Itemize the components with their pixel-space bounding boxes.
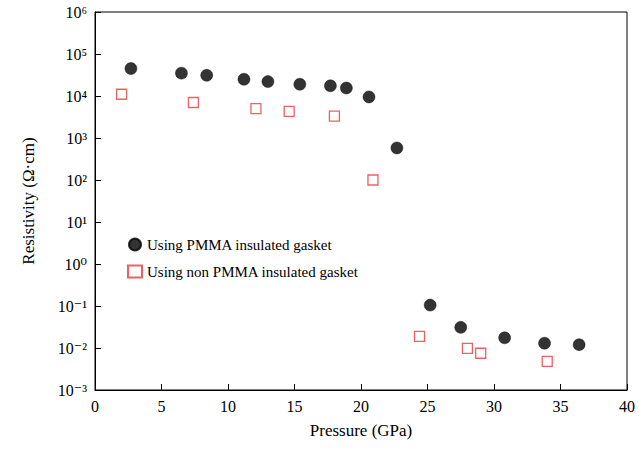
svg-text:10⁻²: 10⁻² bbox=[58, 340, 87, 357]
svg-text:Pressure (GPa): Pressure (GPa) bbox=[310, 421, 412, 440]
svg-text:15: 15 bbox=[287, 398, 303, 415]
svg-text:Using PMMA insulated gasket: Using PMMA insulated gasket bbox=[147, 237, 332, 253]
svg-text:10⁴: 10⁴ bbox=[65, 88, 87, 105]
svg-text:5: 5 bbox=[158, 398, 166, 415]
svg-text:Using non PMMA insulated gaske: Using non PMMA insulated gasket bbox=[147, 264, 359, 280]
svg-text:10¹: 10¹ bbox=[66, 214, 87, 231]
svg-text:35: 35 bbox=[553, 398, 569, 415]
svg-text:10⁻¹: 10⁻¹ bbox=[58, 298, 87, 315]
svg-text:10²: 10² bbox=[66, 172, 87, 189]
svg-text:10⁵: 10⁵ bbox=[65, 46, 87, 63]
svg-text:10: 10 bbox=[220, 398, 236, 415]
svg-text:40: 40 bbox=[619, 398, 635, 415]
svg-text:30: 30 bbox=[486, 398, 502, 415]
svg-text:Resistivity (Ω·cm): Resistivity (Ω·cm) bbox=[19, 137, 38, 264]
svg-text:20: 20 bbox=[353, 398, 369, 415]
svg-text:0: 0 bbox=[91, 398, 99, 415]
svg-text:10³: 10³ bbox=[66, 130, 87, 147]
svg-text:10⁻³: 10⁻³ bbox=[58, 382, 87, 399]
svg-text:10⁶: 10⁶ bbox=[65, 4, 87, 21]
svg-text:25: 25 bbox=[420, 398, 436, 415]
svg-text:10⁰: 10⁰ bbox=[65, 256, 87, 273]
